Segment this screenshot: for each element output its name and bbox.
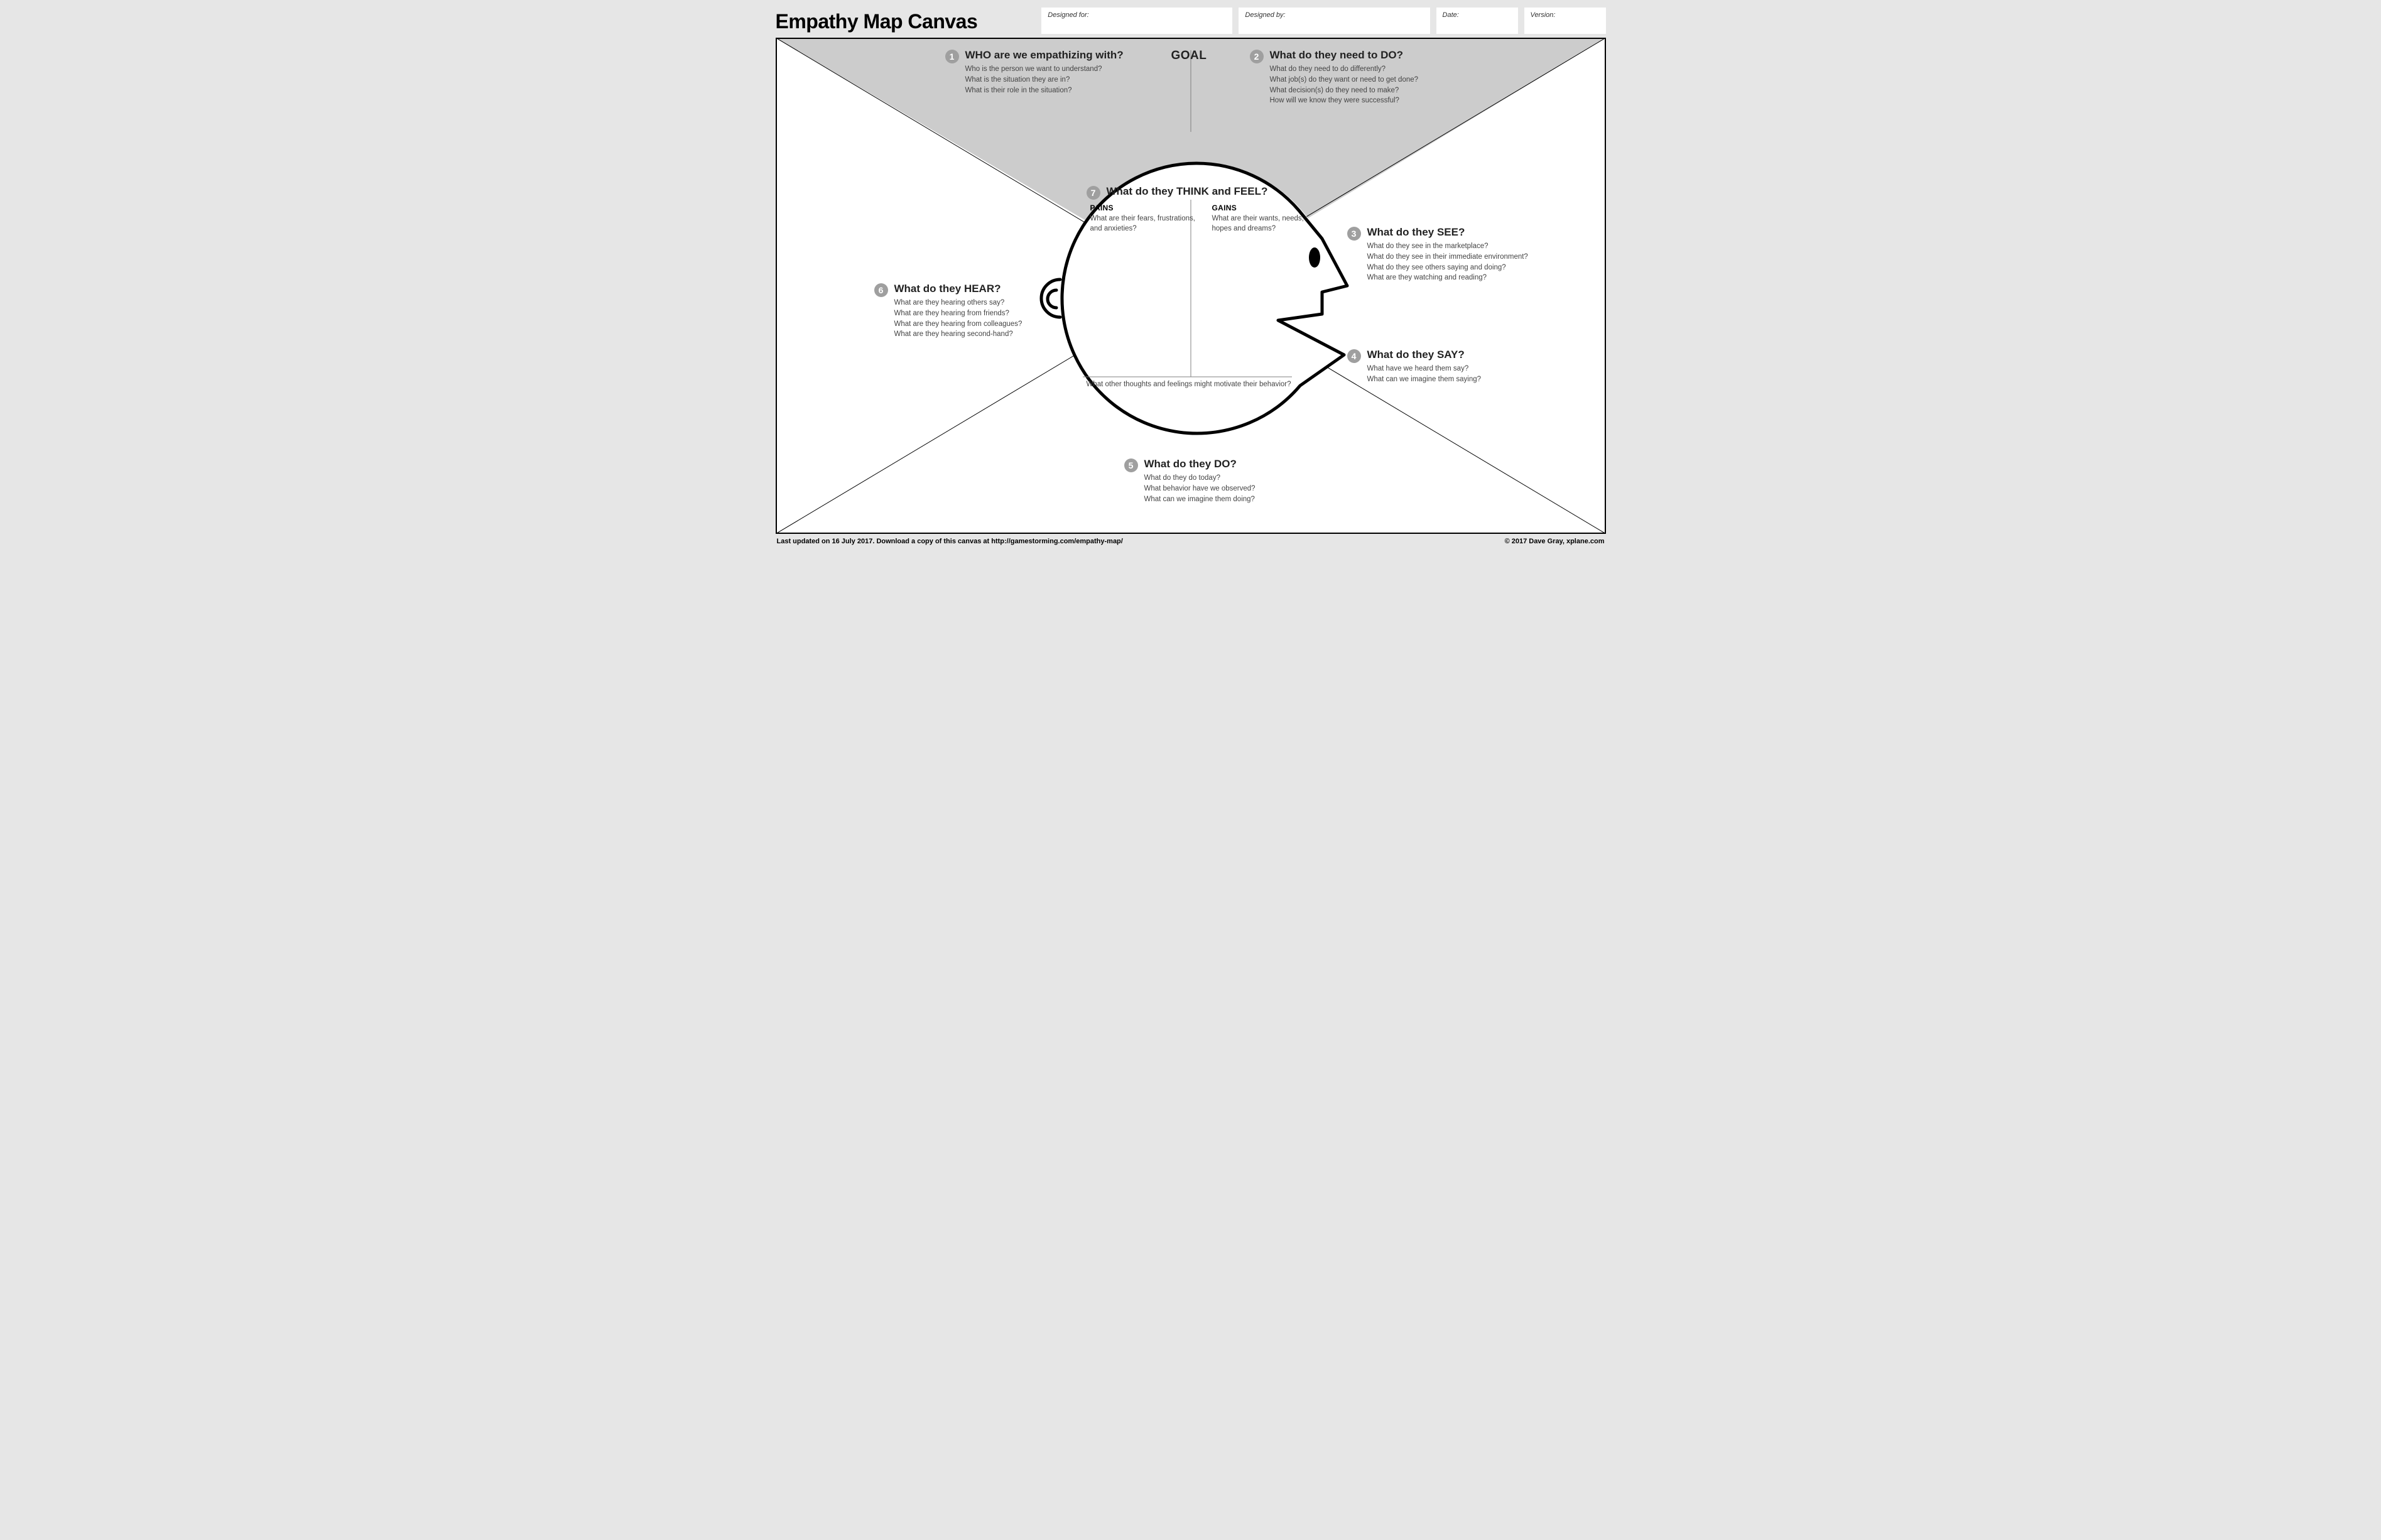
gains-heading: GAINS: [1212, 203, 1319, 212]
pains-col: PAINS What are their fears, frustrations…: [1090, 203, 1197, 234]
section-sub-who: Who is the person we want to understand?…: [965, 64, 1124, 95]
section-see: 3 What do they SEE? What do they see in …: [1347, 226, 1592, 283]
section-sub-do: What do they do today?What behavior have…: [1144, 473, 1256, 504]
section-num-7: 7: [1087, 186, 1100, 200]
meta-date[interactable]: Date:: [1436, 8, 1518, 34]
page-title: Empathy Map Canvas: [776, 8, 978, 33]
meta-designed-for[interactable]: Designed for:: [1041, 8, 1232, 34]
section-need-do: 2 What do they need to DO? What do they …: [1250, 49, 1489, 106]
section-num-2: 2: [1250, 50, 1264, 63]
section-hear: 6 What do they HEAR? What are they heari…: [874, 283, 1063, 340]
section-sub-say: What have we heard them say?What can we …: [1367, 364, 1482, 384]
pains-heading: PAINS: [1090, 203, 1197, 212]
section-num-5: 5: [1124, 458, 1138, 472]
section-title-who: WHO are we empathizing with?: [965, 49, 1124, 62]
footer: Last updated on 16 July 2017. Download a…: [776, 534, 1606, 545]
section-title-do: What do they DO?: [1144, 458, 1256, 470]
meta-fields: Designed for: Designed by: Date: Version…: [1041, 8, 1605, 34]
meta-designed-by[interactable]: Designed by:: [1239, 8, 1429, 34]
section-sub-see: What do they see in the marketplace?What…: [1367, 241, 1528, 283]
gains-col: GAINS What are their wants, needs, hopes…: [1212, 203, 1319, 234]
section-title-hear: What do they HEAR?: [894, 283, 1022, 295]
section-title-say: What do they SAY?: [1367, 349, 1482, 361]
section-num-1: 1: [945, 50, 959, 63]
meta-version[interactable]: Version:: [1524, 8, 1606, 34]
footer-right: © 2017 Dave Gray, xplane.com: [1505, 538, 1605, 545]
section-title-see: What do they SEE?: [1367, 226, 1528, 239]
section-sub-hear: What are they hearing others say?What ar…: [894, 298, 1022, 340]
goal-label: GOAL: [1171, 49, 1207, 63]
gains-sub: What are their wants, needs, hopes and d…: [1212, 214, 1319, 234]
canvas: GOAL 1 WHO are we empathizing with? Who …: [776, 38, 1606, 534]
think-feel-footer: What other thoughts and feelings might m…: [1087, 381, 1313, 388]
section-say: 4 What do they SAY? What have we heard t…: [1347, 349, 1561, 385]
section-title-think-feel: What do they THINK and FEEL?: [1107, 185, 1268, 198]
section-num-3: 3: [1347, 227, 1361, 241]
section-title-need-do: What do they need to DO?: [1270, 49, 1419, 62]
section-think-feel: 7 What do they THINK and FEEL? PAINS Wha…: [1087, 185, 1319, 234]
section-sub-need-do: What do they need to do differently?What…: [1270, 64, 1419, 106]
section-do: 5 What do they DO? What do they do today…: [1124, 458, 1338, 504]
section-who: 1 WHO are we empathizing with? Who is th…: [945, 49, 1159, 95]
header: Empathy Map Canvas Designed for: Designe…: [776, 8, 1606, 34]
pains-sub: What are their fears, frustrations, and …: [1090, 214, 1197, 234]
section-num-6: 6: [874, 283, 888, 297]
footer-left: Last updated on 16 July 2017. Download a…: [777, 538, 1123, 545]
section-num-4: 4: [1347, 349, 1361, 363]
